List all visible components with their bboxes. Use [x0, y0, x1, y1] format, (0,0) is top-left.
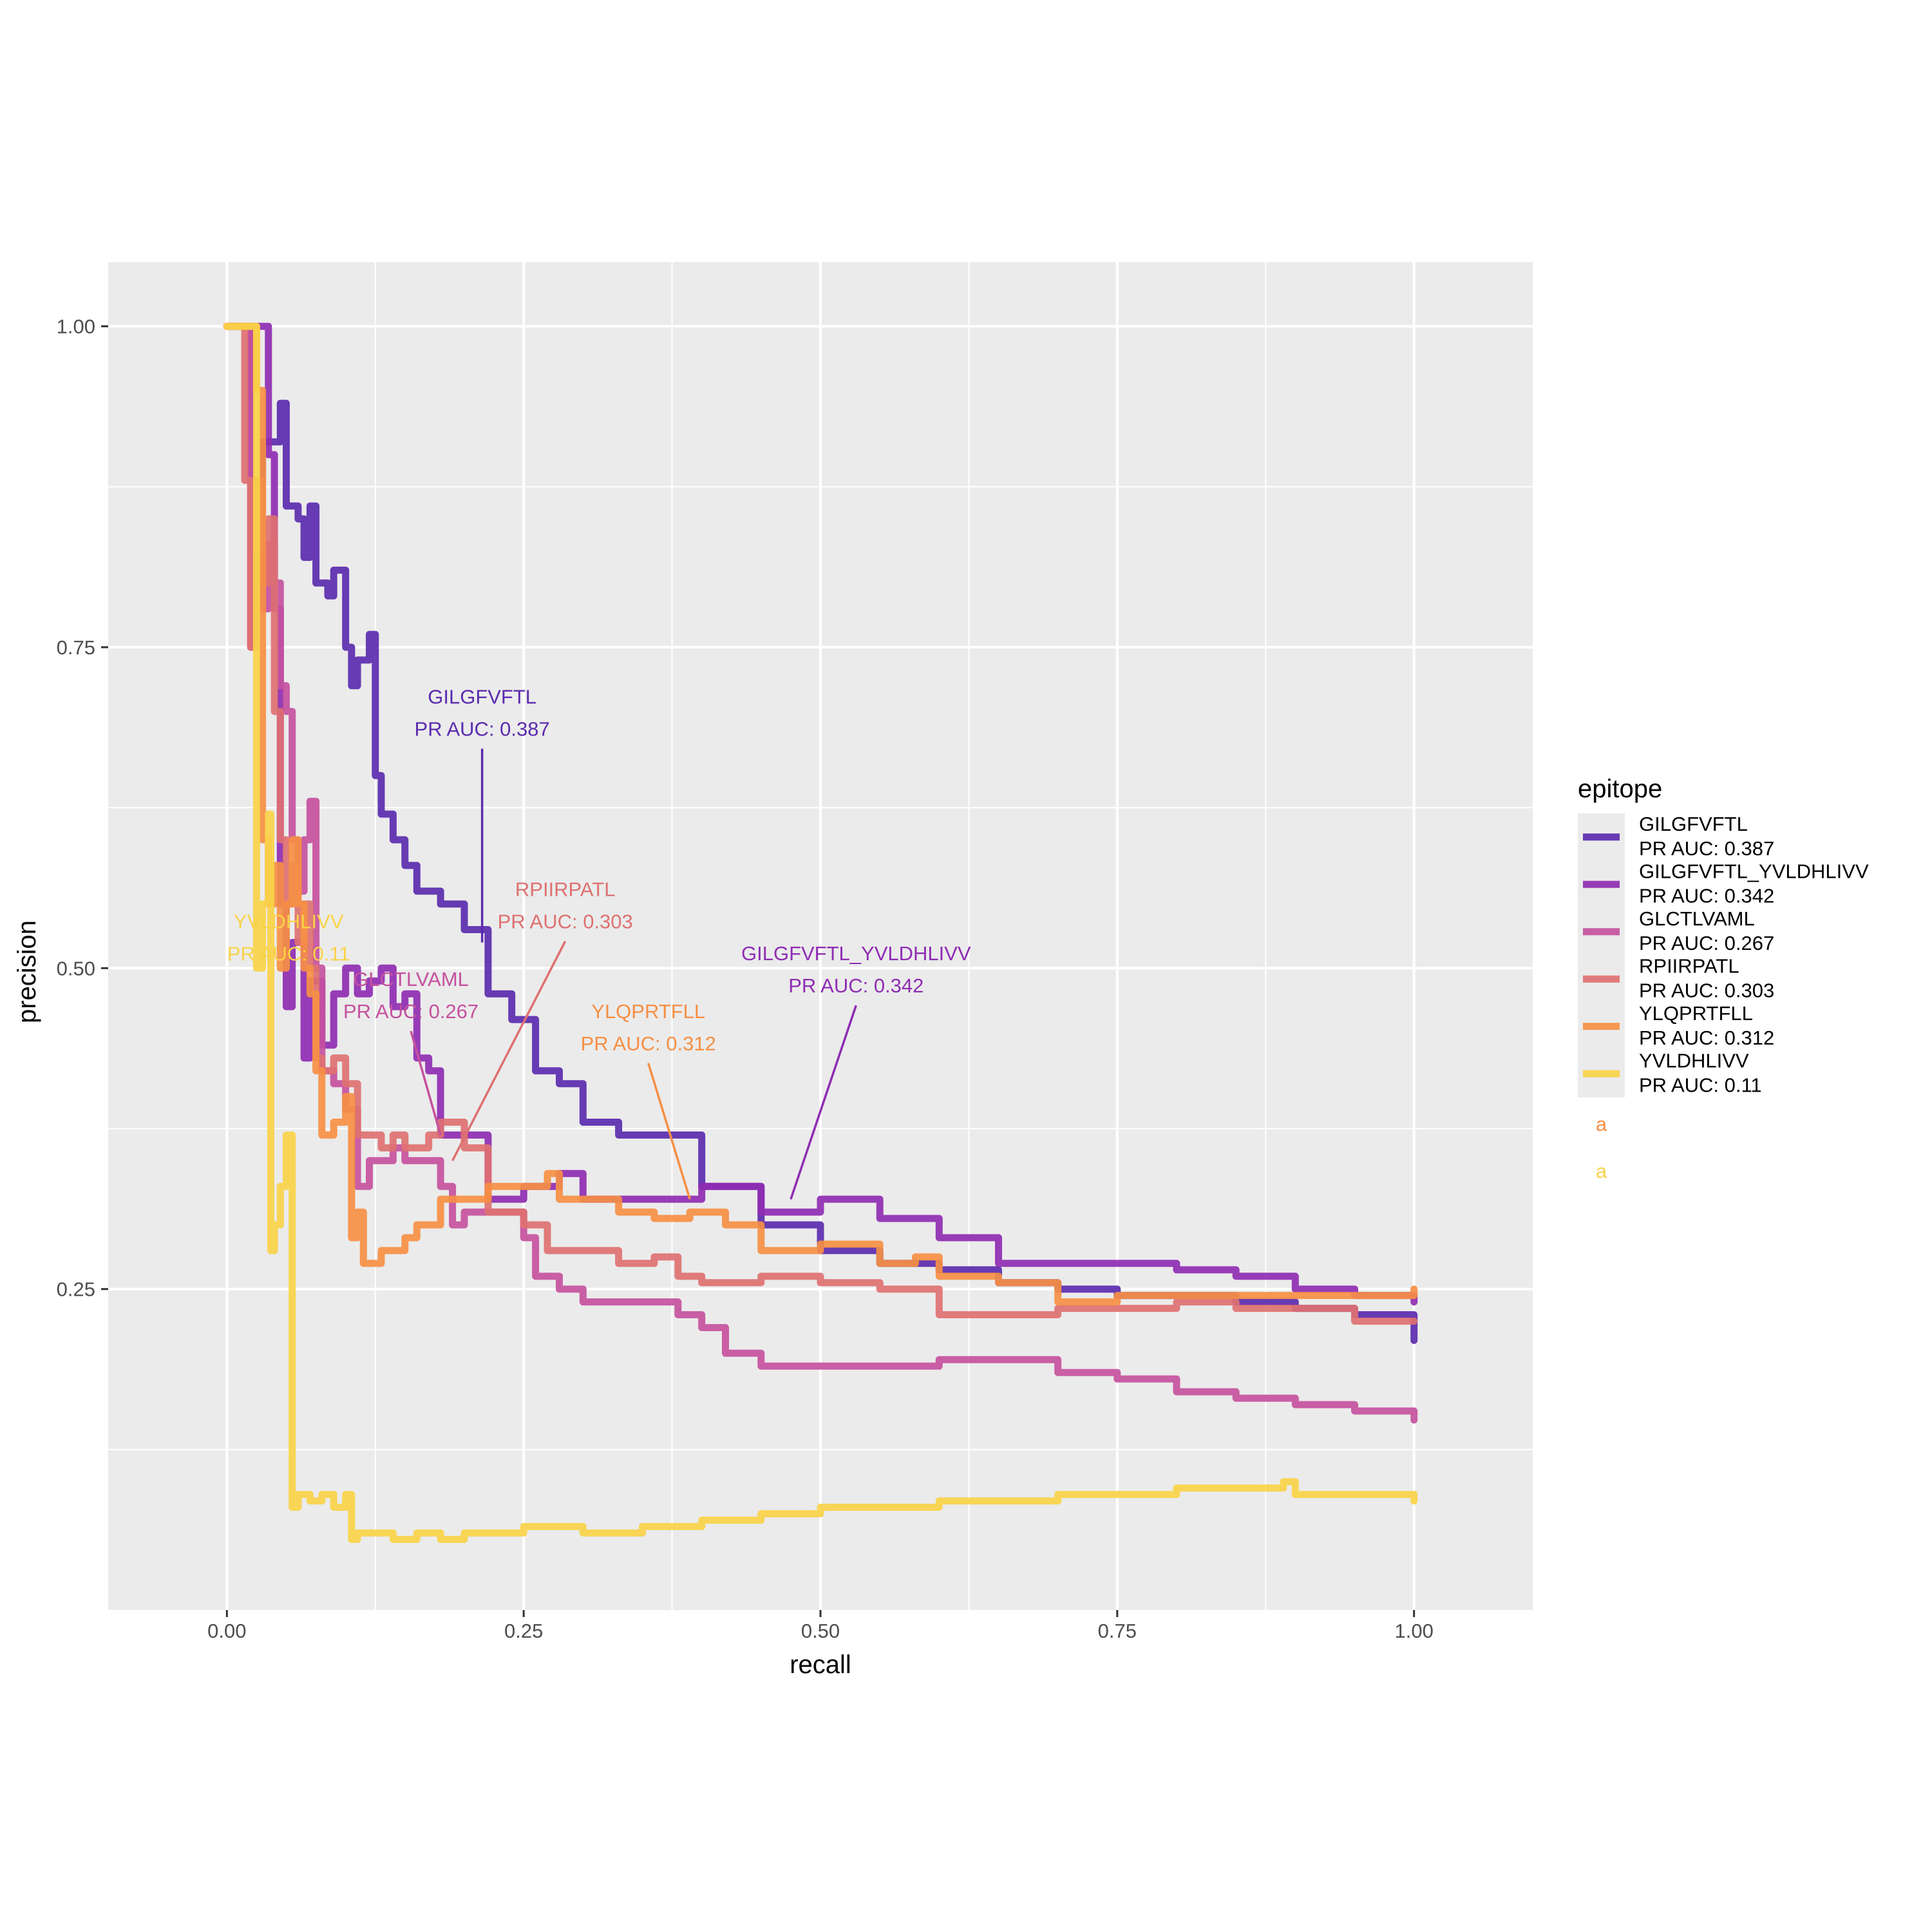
annotation-name-0: GILGFVFTL: [428, 686, 536, 708]
annotation-name-1: GILGFVFTL_YVLDHLIVV: [741, 942, 971, 965]
annotation-auc-3: PR AUC: 0.303: [498, 911, 633, 933]
series-line-4: [223, 323, 1418, 1306]
y-tick-label: 0.75: [57, 636, 95, 659]
x-tick-label: 0.25: [504, 1620, 543, 1642]
y-axis-title: precision: [13, 920, 41, 1023]
series-line-5: [223, 323, 1418, 1543]
annotation-leader-2: [410, 1030, 442, 1135]
legend-label-auc-2: PR AUC: 0.267: [1639, 932, 1774, 954]
x-tick-label: 1.00: [1394, 1620, 1433, 1642]
annotation-auc-5: PR AUC: 0.11: [227, 942, 350, 965]
x-tick-label: 0.75: [1098, 1620, 1137, 1642]
y-tick-label: 1.00: [57, 316, 95, 338]
annotation-leader-4: [647, 1063, 691, 1200]
annotation-layer: GILGFVFTL PR AUC: 0.387 GILGFVFTL_YVLDHLIV…: [227, 686, 971, 1200]
legend-label-auc-4: PR AUC: 0.312: [1639, 1027, 1774, 1049]
legend-label-auc-0: PR AUC: 0.387: [1639, 837, 1774, 860]
annotation-name-2: GLCTLVAML: [353, 968, 469, 990]
annotation-auc-4: PR AUC: 0.312: [581, 1032, 716, 1055]
annotation-leader-3: [451, 940, 567, 1162]
legend-label-auc-3: PR AUC: 0.303: [1639, 979, 1774, 1001]
x-axis-title: recall: [790, 1651, 851, 1679]
legend-label-name-1: GILGFVFTL_YVLDHLIVV: [1639, 860, 1869, 882]
series-line-3: [223, 323, 1418, 1325]
legend-label-name-3: RPIIRPATL: [1639, 954, 1739, 977]
legend-label-auc-5: PR AUC: 0.11: [1639, 1074, 1762, 1096]
legend-title: epitope: [1578, 775, 1662, 803]
annotation-auc-2: PR AUC: 0.267: [343, 1000, 478, 1023]
series-layer: [223, 323, 1418, 1543]
legend-extra-key-1: a: [1596, 1160, 1607, 1182]
annotation-name-4: YLQPRTFLL: [591, 1000, 705, 1023]
legend-label-auc-1: PR AUC: 0.342: [1639, 884, 1774, 907]
annotation-leader-1: [790, 1005, 857, 1200]
legend-label-name-5: YVLDHLIVV: [1639, 1049, 1749, 1072]
annotation-auc-1: PR AUC: 0.342: [788, 974, 923, 997]
annotation-auc-0: PR AUC: 0.387: [415, 718, 550, 741]
legend-extra-key-0: a: [1596, 1113, 1607, 1135]
legend-label-name-0: GILGFVFTL: [1639, 813, 1748, 835]
legend-key-background: [1578, 813, 1625, 1097]
y-tick-label: 0.25: [57, 1278, 95, 1301]
x-axis: 0.00 0.25 0.50 0.75 1.00: [207, 1610, 1434, 1642]
y-axis: 0.25 0.50 0.75 1.00: [57, 316, 108, 1301]
legend-label-name-2: GLCTLVAML: [1639, 907, 1755, 930]
y-tick-label: 0.50: [57, 957, 95, 980]
annotation-name-3: RPIIRPATL: [515, 878, 616, 901]
annotation-name-5: YVLDHLIVV: [234, 910, 344, 933]
legend-label-name-4: YLQPRTFLL: [1639, 1002, 1753, 1025]
series-line-2: [223, 323, 1418, 1424]
x-tick-label: 0.50: [801, 1620, 840, 1642]
x-tick-label: 0.00: [207, 1620, 246, 1642]
